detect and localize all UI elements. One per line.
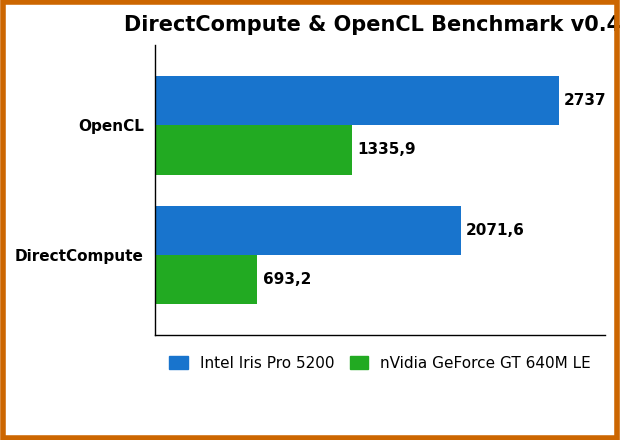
Text: 2737: 2737 [564, 93, 607, 108]
Text: 2071,6: 2071,6 [466, 223, 525, 238]
Legend: Intel Iris Pro 5200, nVidia GeForce GT 640M LE: Intel Iris Pro 5200, nVidia GeForce GT 6… [163, 350, 597, 377]
Text: 693,2: 693,2 [263, 272, 311, 287]
Bar [155, 255, 257, 304]
Bar [155, 206, 461, 255]
Bar [155, 125, 352, 175]
Title: DirectCompute & OpenCL Benchmark v0.45: DirectCompute & OpenCL Benchmark v0.45 [124, 15, 620, 35]
Bar [155, 76, 559, 125]
Text: 1335,9: 1335,9 [358, 143, 416, 158]
